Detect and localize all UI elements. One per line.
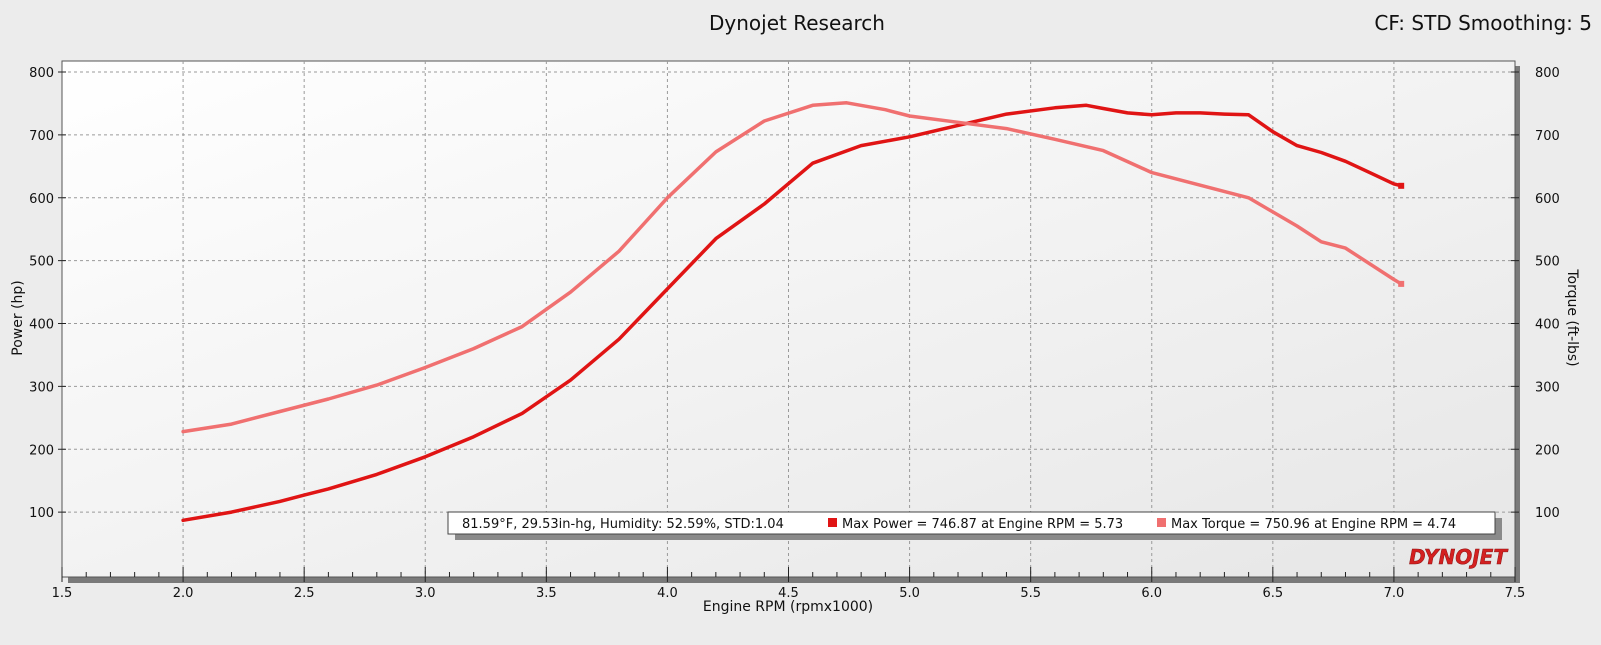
settings-label: CF: STD Smoothing: 5 <box>1374 11 1592 35</box>
power-swatch <box>828 518 837 527</box>
y2-tick-label: 400 <box>1535 318 1560 333</box>
x-tick-label: 5.5 <box>1020 586 1041 601</box>
x-tick-label: 5.0 <box>899 586 920 601</box>
y-tick-label: 800 <box>29 66 54 81</box>
y2-tick-labels: 100 200 300 400 500 600 700 800 <box>1535 66 1560 521</box>
dynojet-logo: DYNOJET <box>1409 545 1508 569</box>
y2-tick-label: 800 <box>1535 66 1560 81</box>
y2-tick-label: 600 <box>1535 192 1560 207</box>
y2-axis-title: Torque (ft-lbs) <box>1564 268 1580 366</box>
x-tick-label: 4.0 <box>657 586 678 601</box>
x-tick-label: 7.5 <box>1505 586 1526 601</box>
y-axis-title: Power (hp) <box>10 280 26 355</box>
y2-tick-label: 500 <box>1535 255 1560 270</box>
x-tick-label: 1.5 <box>52 586 73 601</box>
x-tick-label: 7.0 <box>1384 586 1405 601</box>
y-tick-labels: 100 200 300 400 500 600 700 800 <box>29 66 54 521</box>
axis-ticks <box>58 71 1519 582</box>
legend: 81.59°F, 29.53in-hg, Humidity: 52.59%, S… <box>447 511 1502 540</box>
chart-title: Dynojet Research <box>709 11 885 35</box>
y-tick-label: 700 <box>29 129 54 144</box>
y2-tick-label: 200 <box>1535 443 1560 458</box>
legend-box <box>447 511 1496 535</box>
y2-tick-label: 100 <box>1535 506 1560 521</box>
power-end-marker <box>1398 182 1405 189</box>
x-tick-label: 2.5 <box>294 586 315 601</box>
x-tick-labels: 1.5 2.0 2.5 3.0 3.5 4.0 4.5 5.0 5.5 6.0 6.5 7.0 7.5 <box>52 586 1526 601</box>
y-tick-label: 400 <box>29 318 54 333</box>
x-tick-label: 2.0 <box>173 586 194 601</box>
x-tick-label: 3.0 <box>415 586 436 601</box>
torque-swatch <box>1157 518 1166 527</box>
x-axis-title: Engine RPM (rpmx1000) <box>703 599 873 615</box>
y2-tick-label: 700 <box>1535 129 1560 144</box>
x-tick-label: 6.0 <box>1141 586 1162 601</box>
power-legend-label: Max Power = 746.87 at Engine RPM = 5.73 <box>842 517 1123 532</box>
y2-tick-label: 300 <box>1535 380 1560 395</box>
torque-legend-label: Max Torque = 750.96 at Engine RPM = 4.74 <box>1171 517 1456 532</box>
y-tick-label: 200 <box>29 443 54 458</box>
x-tick-label: 4.5 <box>778 586 799 601</box>
y-tick-label: 300 <box>29 380 54 395</box>
torque-end-marker <box>1398 280 1405 287</box>
y-tick-label: 500 <box>29 255 54 270</box>
y-tick-label: 600 <box>29 192 54 207</box>
x-tick-label: 3.5 <box>536 586 557 601</box>
conditions-label: 81.59°F, 29.53in-hg, Humidity: 52.59%, S… <box>462 517 784 532</box>
power-line <box>181 103 1403 523</box>
grid <box>62 61 1515 577</box>
torque-line <box>181 101 1403 434</box>
x-tick-label: 6.5 <box>1262 586 1283 601</box>
y-tick-label: 100 <box>29 506 54 521</box>
data-lines <box>181 101 1405 523</box>
